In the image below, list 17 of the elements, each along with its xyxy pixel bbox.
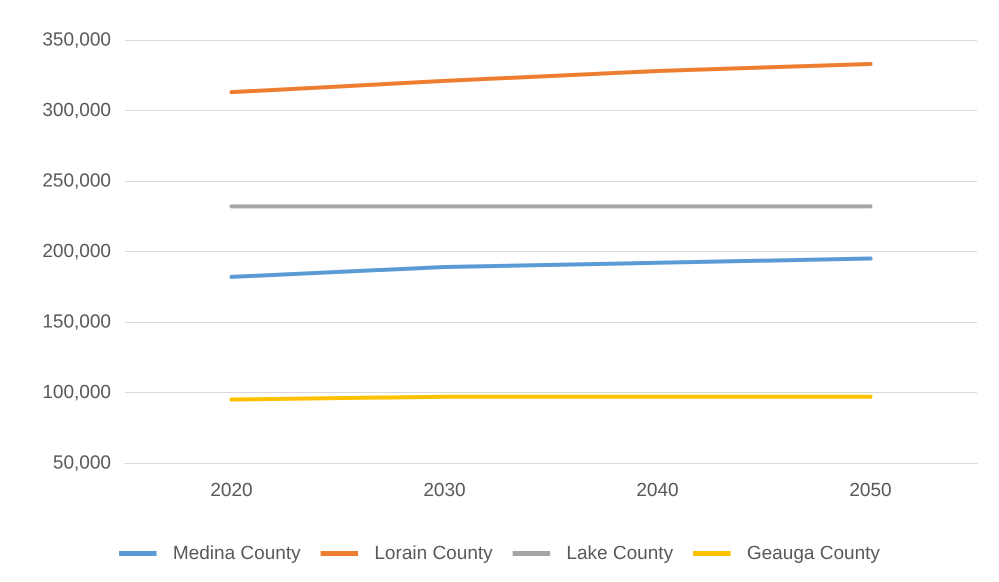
x-tick-label: 2030	[423, 480, 466, 501]
line-series	[230, 256, 872, 279]
y-tick-label: 300,000	[42, 100, 111, 121]
x-tick-label: 2020	[210, 480, 253, 501]
legend-label: Medina County	[172, 543, 302, 564]
y-tick-label: 250,000	[42, 170, 111, 192]
x-tick-label: 2050	[849, 480, 892, 501]
y-tick-label: 200,000	[42, 241, 111, 262]
y-tick-label: 350,000	[42, 30, 111, 50]
line-series	[230, 62, 872, 94]
x-tick-label: 2040	[636, 480, 679, 501]
legend-label: Geauga County	[746, 543, 880, 564]
y-tick-label: 50,000	[52, 452, 111, 474]
legend-label: Lorain County	[374, 543, 494, 564]
legend-label: Lake County	[566, 543, 674, 564]
y-tick-label: 150,000	[42, 312, 111, 332]
y-tick-label: 100,000	[42, 382, 111, 403]
